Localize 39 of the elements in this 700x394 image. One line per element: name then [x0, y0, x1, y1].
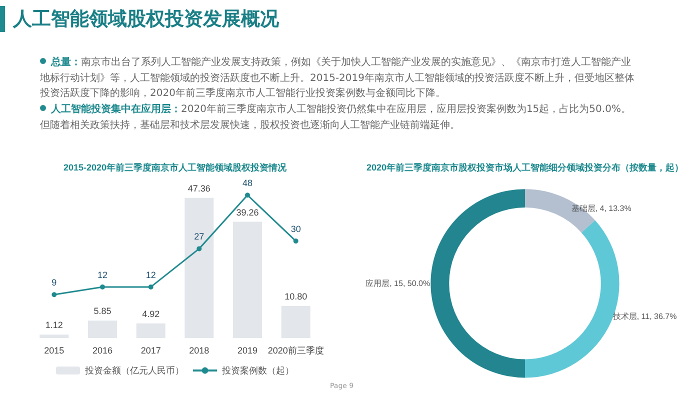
x-tick-label: 2016 — [92, 346, 113, 356]
data-label: 10.80 — [284, 292, 308, 302]
point — [100, 284, 105, 290]
data-label: 9 — [52, 278, 57, 288]
x-tick-label: 2015 — [44, 346, 64, 356]
bar — [136, 323, 166, 338]
x-tick-label: 2019 — [237, 346, 258, 356]
point — [245, 192, 250, 198]
bar — [281, 306, 310, 338]
data-label: 47.36 — [188, 183, 210, 194]
point — [196, 246, 202, 252]
data-label: 27 — [194, 232, 204, 242]
slice-label: 应用层, 15, 50.0% — [366, 278, 430, 288]
x-tick-label: 2020前三季度 — [268, 346, 324, 356]
data-label: 12 — [97, 270, 108, 280]
slice-label: 基础层, 4, 13.3% — [571, 204, 632, 214]
bar — [88, 320, 117, 338]
data-label: 30 — [290, 224, 301, 234]
slice-label: 技术层, 11, 36.7% — [612, 312, 677, 322]
point — [293, 238, 298, 244]
data-label: 12 — [146, 270, 156, 280]
data-label: 5.85 — [94, 306, 112, 316]
chart-title: 2015-2020年前三季度南京市人工智能领域股权投资情况 — [63, 162, 288, 172]
chart-title: 2020年前三季度南京市股权投资市场人工智能细分领域投资分布（按数量，起） — [366, 162, 684, 172]
data-label: 4.92 — [142, 308, 160, 319]
x-tick-label: 2017 — [140, 346, 161, 356]
legend-label: 投资金额（亿元人民币） — [84, 366, 184, 376]
text: 人工智能领域股权投资发展概况 — [0, 6, 279, 32]
data-label: 48 — [242, 178, 253, 188]
point — [52, 292, 57, 298]
x-tick-label: 2018 — [189, 346, 210, 356]
legend-label: 投资案例数（起） — [221, 366, 294, 376]
text: 人工智能投资集中在应用层：2020年前三季度南京市人工智能投资仍然集中在应用层，应用层投资案例数为15起，占比为50.0%。但随着相关政策扶持，基础层和技术层发展快速，股权投资也逐渐向人工智能产业链前端延伸。 — [40, 102, 632, 132]
data-label: 1.12 — [45, 320, 63, 330]
bar — [233, 222, 262, 338]
bar — [184, 198, 214, 338]
data-label: 39.26 — [236, 207, 259, 218]
text: 总量：南京市出台了系列人工智能产业发展支持政策，例如《关于加快人工智能产业发展的实施意见》、《南京市打造人工智能产业地标行动计划》等，人工智能领域的投资活跃度也不断上升。2015-2019年南京市人工智能领域的投资活跃度不断上升，但受地区整体投资活跃度下降的影响，2020年前三季度南京市人工智能行业投资案例数与金额同比下降。 — [40, 56, 636, 101]
point — [148, 284, 154, 290]
